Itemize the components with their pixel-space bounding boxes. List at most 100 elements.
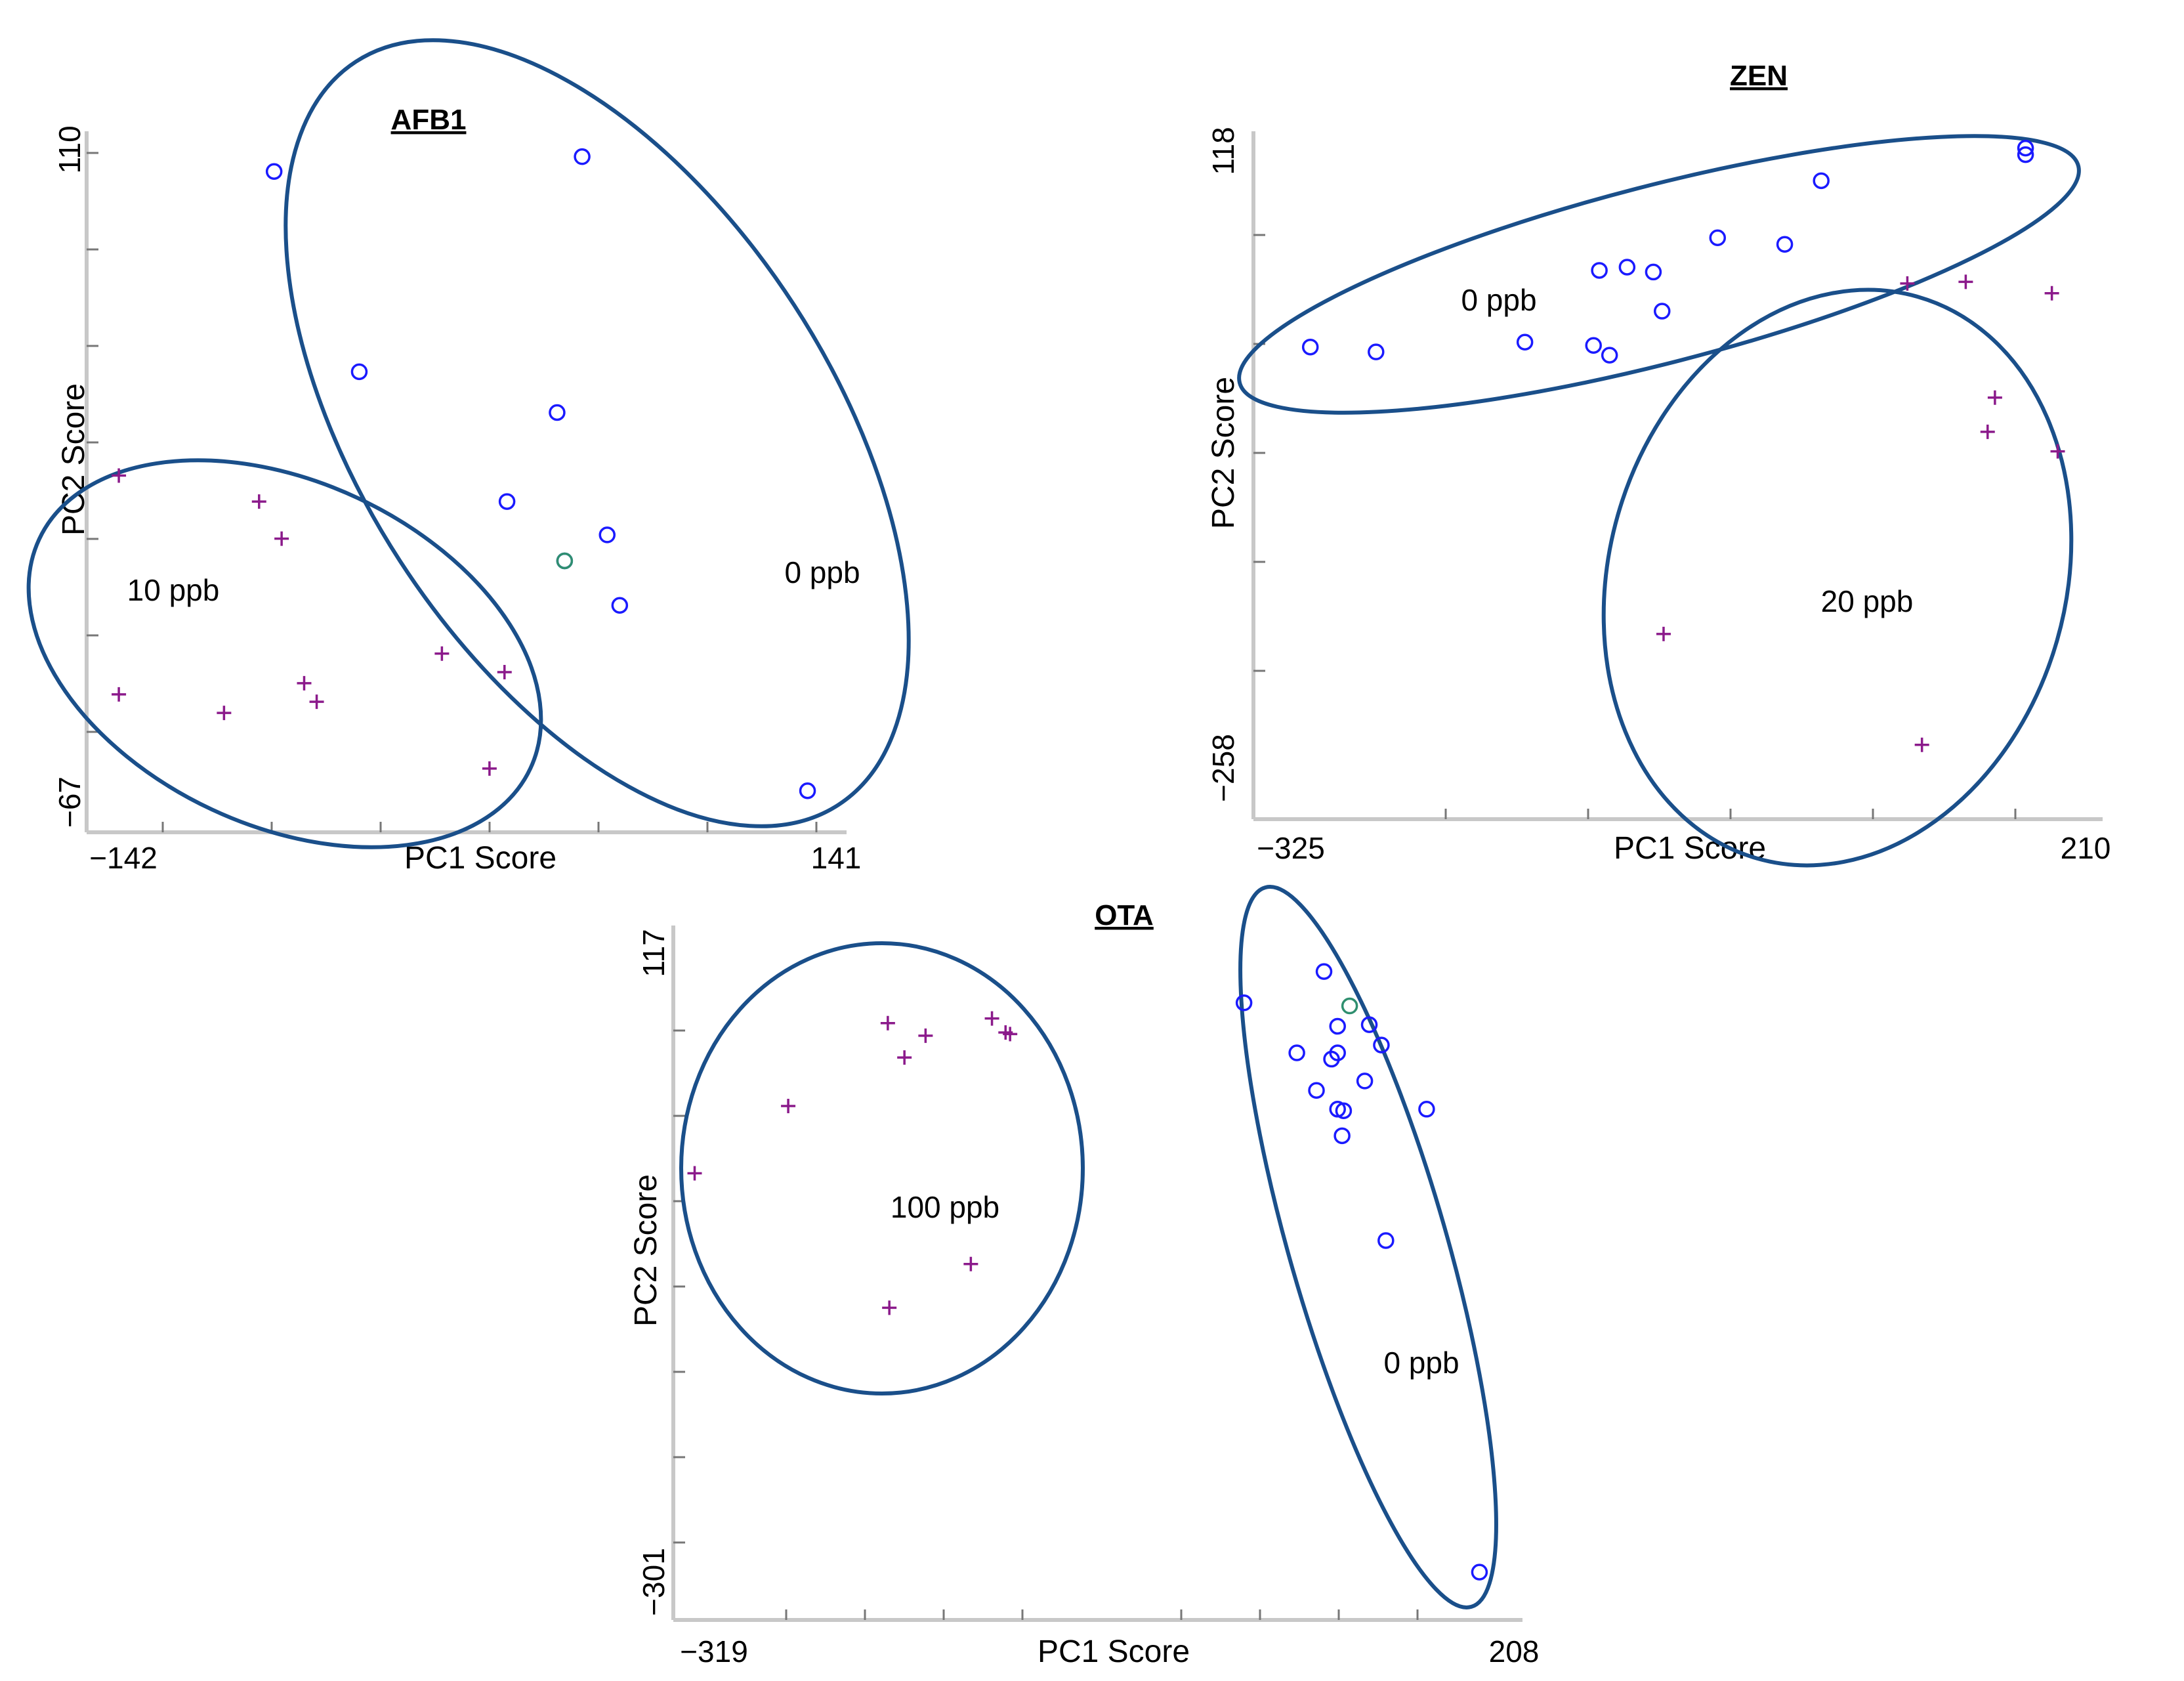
ota-plus-point-5	[897, 1050, 912, 1065]
afb1-plus-point-6	[309, 694, 324, 710]
afb1-axis-ticks	[87, 152, 818, 832]
afb1-circle-point-0	[265, 163, 283, 180]
afb1-cluster-ellipse-10ppb	[26, 458, 543, 849]
ota-data-points	[687, 963, 1488, 1581]
ota-circle-point-2	[1329, 1017, 1346, 1035]
zen-plus-point-4	[1980, 424, 1995, 439]
zen-y-tick-top: 118	[1206, 127, 1240, 175]
ota-x-tick-right: 208	[1489, 1634, 1540, 1669]
ota-cluster-ellipse-100ppb	[679, 941, 1085, 1395]
ota-plus-point-9	[882, 1300, 897, 1315]
ota-circle-point-8	[1356, 1073, 1374, 1090]
zen-data-points	[1301, 139, 2065, 752]
ota-plus-point-0	[880, 1015, 895, 1031]
ota-group-label-100ppb: 100 ppb	[891, 1190, 999, 1224]
zen-circle-point-4	[1601, 347, 1618, 364]
afb1-circle-point-1	[574, 148, 591, 165]
zen-circle-point-11	[1813, 172, 1830, 190]
afb1-plus-point-2	[274, 531, 289, 546]
ota-axis-ticks	[673, 1029, 1419, 1620]
zen-chart-title: ZEN	[1730, 60, 1788, 92]
ota-y-tick-bottom: −301	[637, 1548, 671, 1616]
zen-circle-point-10	[1776, 236, 1794, 253]
afb1-y-axis-label: PC2 Score	[56, 383, 91, 536]
ota-circle-point-9	[1308, 1082, 1325, 1099]
afb1-circle-point-6	[598, 526, 616, 543]
afb1-plus-point-0	[112, 468, 127, 483]
afb1-chart-title: AFB1	[391, 104, 467, 136]
zen-plus-point-7	[1914, 737, 1929, 752]
ota-circle-point-4	[1288, 1044, 1305, 1061]
zen-circle-point-9	[1709, 229, 1727, 247]
ota-plus-point-2	[984, 1011, 999, 1026]
zen-circle-point-1	[1368, 343, 1385, 360]
afb1-plus-point-5	[297, 675, 312, 691]
afb1-x-axis-label: PC1 Score	[404, 841, 556, 876]
ota-circle-point-15	[1471, 1564, 1488, 1581]
zen-circle-point-13	[2017, 146, 2034, 163]
afb1-plus-point-1	[251, 494, 266, 509]
ota-plus-point-4	[1003, 1027, 1018, 1042]
zen-y-axis-label: PC2 Score	[1206, 377, 1241, 529]
afb1-circle-point-3	[549, 404, 566, 421]
zen-plus-point-5	[2050, 444, 2065, 459]
afb1-circle-point-4	[498, 493, 516, 510]
ota-circle-point-6	[1323, 1050, 1340, 1068]
afb1-chart: AFB1 110 −67 −142 141 PC1 Score PC2 Scor…	[26, 38, 911, 876]
zen-cluster-ellipse-0ppb	[1237, 134, 2081, 415]
ota-y-axis-label: PC2 Score	[629, 1174, 663, 1327]
zen-plus-point-3	[1987, 390, 2002, 405]
ota-plus-point-7	[687, 1166, 702, 1181]
afb1-x-tick-left: −142	[89, 841, 158, 875]
ota-highlight-point-0	[1341, 997, 1358, 1015]
zen-x-axis-label: PC1 Score	[1614, 831, 1766, 866]
afb1-circle-point-2	[350, 363, 368, 381]
ota-plus-point-8	[963, 1256, 978, 1271]
afb1-plus-point-8	[497, 664, 512, 679]
zen-circle-point-0	[1301, 338, 1319, 356]
afb1-group-label-0ppb: 0 ppb	[784, 555, 860, 589]
zen-circle-point-5	[1591, 262, 1608, 279]
zen-circle-point-2	[1516, 333, 1534, 351]
ota-x-tick-left: −319	[680, 1634, 748, 1669]
ota-circle-point-12	[1334, 1127, 1351, 1145]
zen-group-label-0ppb: 0 ppb	[1461, 283, 1536, 317]
zen-circle-point-7	[1645, 263, 1662, 281]
ota-group-label-0ppb: 0 ppb	[1383, 1346, 1459, 1380]
zen-axis-ticks	[1253, 234, 2017, 819]
afb1-data-points	[112, 148, 816, 799]
ota-circle-point-7	[1373, 1036, 1390, 1053]
ota-plus-point-6	[781, 1099, 796, 1114]
ota-y-tick-top: 117	[637, 929, 671, 977]
zen-plus-point-1	[1958, 274, 1973, 289]
afb1-x-tick-right: 141	[811, 841, 862, 875]
zen-circle-point-8	[1653, 303, 1671, 320]
ota-circle-point-3	[1360, 1016, 1378, 1033]
ota-plus-point-1	[918, 1028, 933, 1043]
afb1-y-tick-bottom: −67	[52, 777, 87, 828]
zen-circle-point-3	[1585, 337, 1602, 354]
zen-circle-point-6	[1618, 259, 1636, 276]
zen-x-tick-right: 210	[2061, 831, 2111, 865]
zen-x-tick-left: −325	[1257, 831, 1325, 865]
ota-circle-point-1	[1235, 994, 1253, 1011]
ota-circle-point-11	[1335, 1102, 1353, 1119]
afb1-cluster-ellipse-0ppb	[284, 38, 911, 828]
afb1-circle-point-8	[799, 782, 816, 799]
afb1-plus-point-4	[217, 706, 232, 721]
afb1-plus-point-7	[434, 646, 450, 661]
zen-cluster-ellipse-20ppb	[1601, 287, 2074, 868]
ota-chart-title: OTA	[1095, 899, 1154, 931]
zen-y-tick-bottom: −258	[1206, 734, 1240, 802]
ota-circle-point-13	[1418, 1101, 1435, 1118]
ota-circle-point-14	[1377, 1232, 1395, 1249]
afb1-plus-point-3	[112, 687, 127, 702]
afb1-plus-point-9	[482, 761, 497, 776]
zen-plus-point-2	[2044, 286, 2059, 301]
ota-x-axis-label: PC1 Score	[1038, 1634, 1190, 1669]
zen-circle-point-12	[2017, 139, 2034, 157]
zen-plus-point-0	[1900, 276, 1915, 291]
zen-group-label-20ppb: 20 ppb	[1821, 584, 1914, 618]
ota-cluster-ellipse-0ppb	[1238, 885, 1498, 1609]
